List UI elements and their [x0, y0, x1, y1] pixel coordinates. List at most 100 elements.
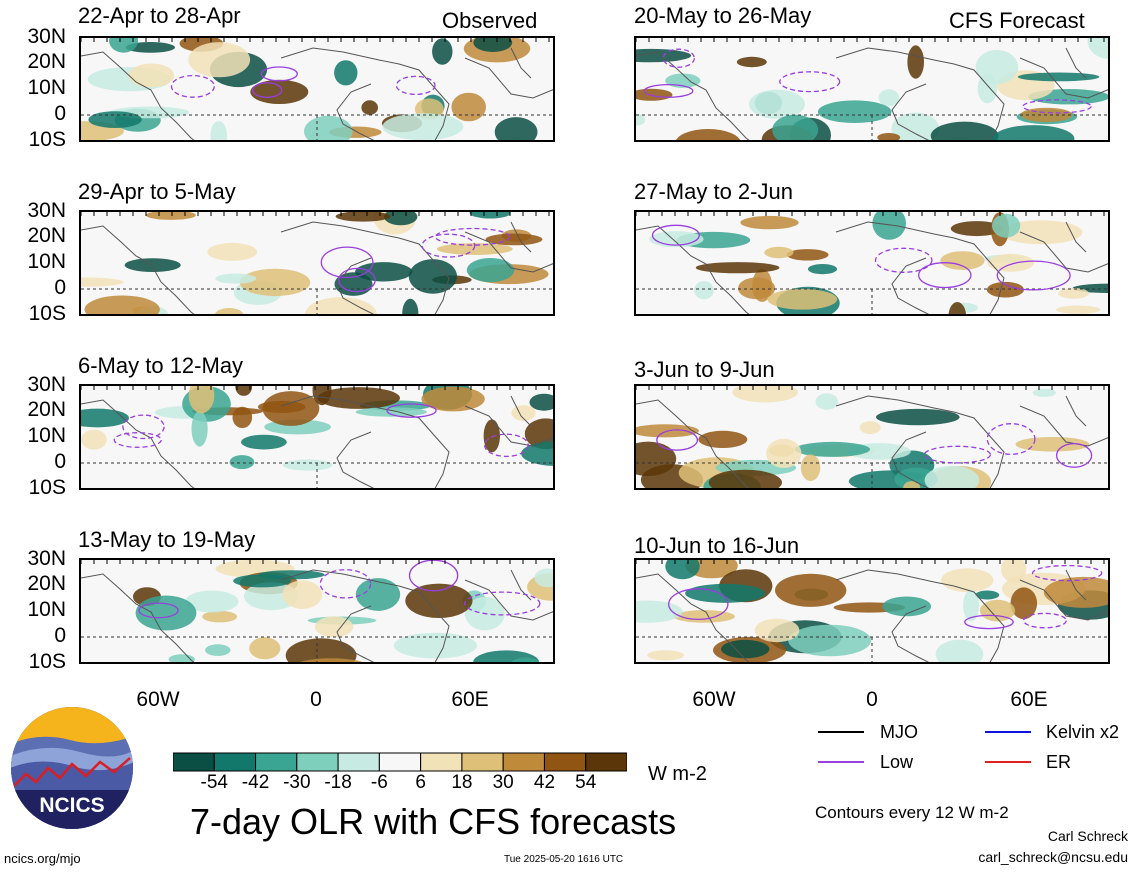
olr-anomaly-shading: [859, 421, 881, 435]
ncics-logo: NCICS: [11, 707, 133, 829]
panel-title: 29-Apr to 5-May: [78, 179, 236, 204]
olr-anomaly-shading: [1087, 38, 1108, 60]
olr-anomaly-shading: [232, 406, 253, 429]
low-contour: [651, 224, 700, 246]
olr-anomaly-shading: [205, 644, 231, 656]
colorbar-tick-label: 54: [575, 772, 597, 793]
olr-anomaly-shading: [534, 568, 553, 588]
olr-map-panel: [79, 558, 555, 664]
olr-anomaly-shading: [775, 573, 847, 607]
lon-label: 60E: [451, 688, 489, 711]
low-contour: [779, 71, 841, 93]
legend-line-kelvin: [985, 731, 1031, 733]
olr-map: [636, 38, 1108, 140]
legend-label-mjo: MJO: [880, 722, 918, 742]
olr-anomaly-shading: [241, 434, 287, 450]
olr-anomaly-shading: [421, 386, 485, 412]
colorbar-swatch: [461, 752, 504, 772]
low-contour: [923, 445, 992, 464]
olr-anomaly-shading: [405, 583, 473, 618]
olr-anomaly-shading: [81, 429, 107, 450]
olr-anomaly-shading: [732, 386, 798, 403]
olr-map-panel: [634, 558, 1110, 664]
colorbar-tick-label: -42: [241, 772, 270, 793]
olr-anomaly-shading: [1010, 587, 1038, 620]
lat-label: 30N: [27, 373, 66, 396]
panel-title: 13-May to 19-May: [78, 527, 256, 552]
olr-anomaly-shading: [636, 441, 677, 476]
olr-anomaly-shading: [249, 637, 281, 660]
olr-anomaly-shading: [986, 281, 1024, 298]
colorbar-swatch: [173, 752, 215, 772]
olr-anomaly-shading: [432, 38, 453, 65]
low-contour: [260, 66, 298, 82]
olr-anomaly-shading: [214, 308, 244, 314]
olr-map: [81, 560, 553, 662]
olr-anomaly-shading: [239, 268, 311, 297]
low-contour: [986, 423, 1036, 455]
olr-anomaly-shading: [708, 469, 782, 488]
panel-title: 27-May to 2-Jun: [634, 179, 793, 204]
colorbar-tick-label: 18: [451, 772, 473, 793]
olr-anomaly-shading: [88, 111, 142, 128]
olr-anomaly-shading: [941, 568, 994, 593]
olr-anomaly-shading: [948, 302, 967, 314]
olr-anomaly-shading: [1043, 576, 1108, 608]
olr-map: [81, 38, 553, 140]
panel-title: 3-Jun to 9-Jun: [634, 357, 775, 382]
olr-anomaly-shading: [81, 277, 124, 287]
olr-anomaly-shading: [436, 243, 513, 255]
olr-anomaly-shading: [81, 408, 129, 428]
colorbar-swatch: [255, 752, 298, 772]
olr-anomaly-shading: [924, 465, 980, 488]
olr-anomaly-shading: [402, 298, 419, 314]
olr-anomaly-shading: [882, 596, 932, 617]
low-contour: [338, 267, 376, 293]
olr-anomaly-shading: [800, 454, 821, 481]
olr-anomaly-shading: [740, 215, 799, 230]
panel-title: 22-Apr to 28-Apr: [78, 3, 241, 28]
lat-label: 30N: [27, 547, 66, 570]
low-contour: [252, 82, 283, 98]
olr-anomaly-shading: [483, 419, 500, 453]
lon-label: 0: [310, 688, 322, 711]
olr-anomaly-shading: [258, 570, 325, 580]
colorbar-swatch: [213, 752, 257, 772]
olr-anomaly-shading: [282, 580, 323, 609]
olr-anomaly-shading: [1032, 388, 1056, 397]
low-contour: [668, 588, 729, 621]
olr-anomaly-shading: [694, 281, 714, 300]
olr-anomaly-shading: [312, 386, 332, 406]
olr-anomaly-shading: [1015, 437, 1090, 452]
olr-anomaly-shading: [305, 297, 377, 314]
olr-map-panel: [79, 36, 555, 142]
olr-anomaly-shading: [521, 441, 553, 466]
legend-line-low: [818, 761, 864, 763]
olr-anomaly-shading: [665, 560, 700, 580]
olr-anomaly-shading: [907, 45, 924, 79]
olr-anomaly-shading: [511, 657, 540, 662]
lat-label: 30N: [27, 199, 66, 222]
timestamp: Tue 2025-05-20 1616 UTC: [504, 854, 624, 865]
olr-anomaly-shading: [767, 289, 838, 310]
coastline: [636, 395, 1108, 488]
olr-anomaly-shading: [987, 253, 1035, 272]
colorbar-swatch: [378, 752, 422, 772]
coastline: [636, 221, 1108, 314]
legend-label-low: Low: [880, 752, 914, 772]
olr-colorbar: [173, 752, 627, 772]
contour-note: Contours every 12 W m-2: [815, 803, 1009, 822]
olr-anomaly-shading: [335, 212, 391, 222]
lat-label: 20N: [27, 224, 66, 247]
coastline: [81, 221, 553, 314]
olr-anomaly-shading: [647, 650, 684, 661]
panel-title: 10-Jun to 16-Jun: [634, 533, 800, 558]
olr-anomaly-shading: [285, 638, 357, 662]
olr-anomaly-shading: [749, 89, 805, 119]
lat-label: 10S: [28, 476, 66, 499]
olr-anomaly-shading: [188, 386, 215, 414]
olr-anomaly-shading: [736, 56, 767, 68]
olr-anomaly-shading: [950, 221, 1003, 237]
olr-anomaly-shading: [300, 658, 363, 662]
low-contour: [1022, 99, 1092, 114]
